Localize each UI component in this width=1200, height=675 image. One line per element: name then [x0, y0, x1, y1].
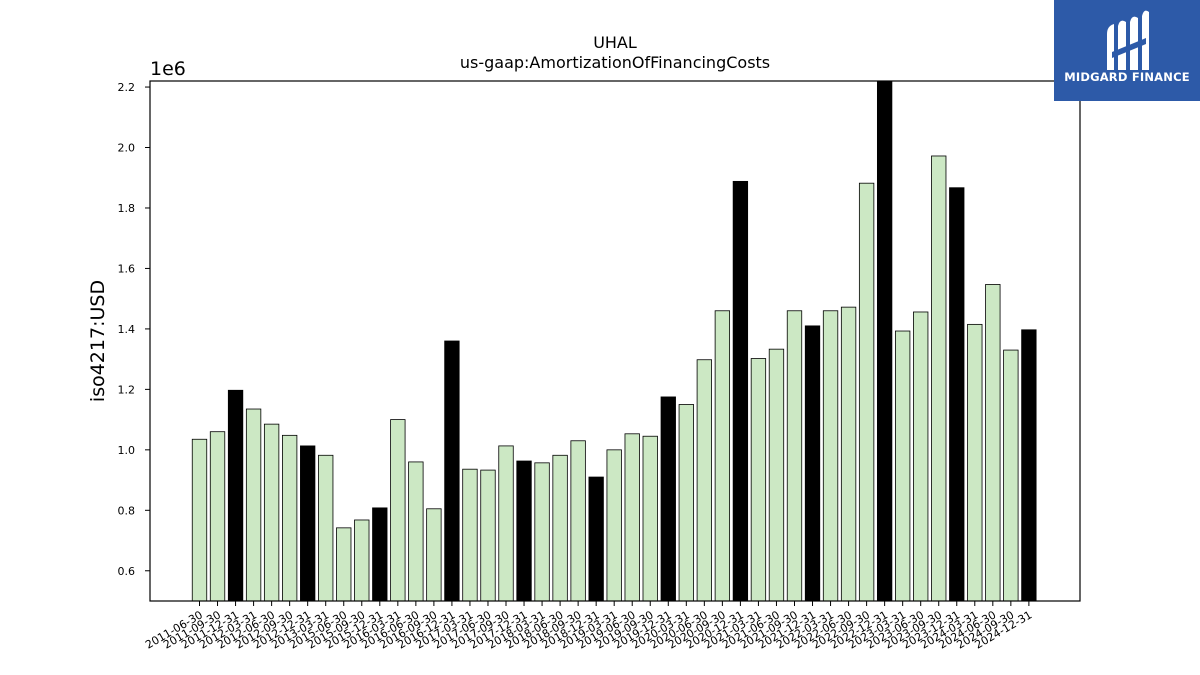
bar-2012-03-31	[245, 408, 262, 602]
bar-2017-03-31	[462, 468, 478, 602]
bar-2016-09-30	[426, 508, 442, 602]
x-axis-ticks: 2011-06-302011-09-302011-12-312012-03-31…	[143, 601, 1034, 652]
brand-logo: MIDGARD FINANCE	[1054, 0, 1200, 101]
bar-2024-12-31	[1021, 329, 1037, 602]
bar-2016-06-30	[408, 461, 424, 602]
bar-2012-09-30	[281, 434, 298, 602]
y-tick-label: 1.6	[118, 262, 136, 275]
bar-2016-12-31	[444, 340, 460, 602]
bar-2022-09-30	[858, 182, 875, 602]
chart-subtitle: us-gaap:AmortizationOfFinancingCosts	[460, 53, 770, 72]
bar-2023-12-31	[949, 187, 965, 602]
bar-2016-03-31	[390, 419, 406, 602]
midgard-logo-icon	[1107, 10, 1149, 71]
plot-frame	[149, 80, 1081, 602]
bar-2011-06-30	[191, 438, 208, 602]
bar-2020-06-30	[696, 359, 712, 602]
y-axis-ticks: 0.6 0.8 1.0 1.2 1.4 1.6 1.8 2.0 2.2	[118, 81, 150, 578]
bar-2012-06-30	[263, 423, 280, 602]
bar-2013-03-31	[318, 454, 334, 602]
bar-2024-06-30	[985, 284, 1001, 602]
y-axis-multiplier: 1e6	[150, 58, 186, 80]
bar-2021-06-30	[768, 348, 785, 602]
bar-2021-12-31	[804, 325, 821, 602]
bar-2015-12-31	[372, 507, 388, 602]
bar-2022-12-31	[876, 80, 893, 602]
bar-2011-12-31	[227, 389, 244, 602]
y-tick-label: 1.0	[118, 444, 136, 457]
bar-2012-12-31	[300, 445, 316, 602]
bar-2024-03-31	[967, 323, 983, 602]
bar-2018-03-31	[534, 462, 550, 602]
bar-2017-06-30	[480, 469, 496, 602]
bar-2019-09-30	[642, 435, 658, 602]
bar-2024-09-30	[1003, 349, 1019, 602]
bar-2023-09-30	[931, 155, 947, 602]
bar-2023-06-30	[913, 311, 929, 602]
y-axis-label: iso4217:USD	[87, 280, 109, 402]
bar-2020-03-31	[678, 404, 694, 602]
y-tick-label: 2.0	[118, 142, 136, 155]
bar-2018-06-30	[552, 454, 568, 602]
y-tick-label: 1.2	[118, 383, 136, 396]
bar-2021-03-31	[750, 358, 767, 602]
bar-2019-06-30	[624, 433, 640, 602]
bar-2017-09-30	[498, 445, 514, 602]
bar-2020-09-30	[714, 310, 731, 602]
bars-group	[191, 80, 1037, 602]
bar-2022-03-31	[822, 310, 839, 602]
y-tick-label: 1.8	[118, 202, 136, 215]
bar-2021-09-30	[786, 310, 803, 602]
bar-2023-03-31	[895, 330, 911, 602]
bar-2018-09-30	[570, 440, 586, 602]
bar-2022-06-30	[840, 306, 857, 602]
brand-name: MIDGARD FINANCE	[1064, 70, 1190, 84]
bar-2011-09-30	[209, 431, 226, 602]
y-tick-label: 1.4	[118, 323, 136, 336]
bar-2017-12-31	[516, 460, 532, 602]
chart-title: UHAL	[593, 33, 637, 52]
bar-2019-03-31	[606, 449, 622, 602]
y-tick-label: 0.8	[118, 504, 136, 517]
bar-2020-12-31	[732, 180, 749, 602]
bar-2018-12-31	[588, 476, 604, 602]
y-tick-label: 2.2	[118, 81, 136, 94]
bar-2015-06-30	[336, 527, 352, 602]
bar-2015-09-30	[354, 519, 370, 602]
bar-2019-12-31	[660, 396, 676, 602]
y-tick-label: 0.6	[118, 565, 136, 578]
